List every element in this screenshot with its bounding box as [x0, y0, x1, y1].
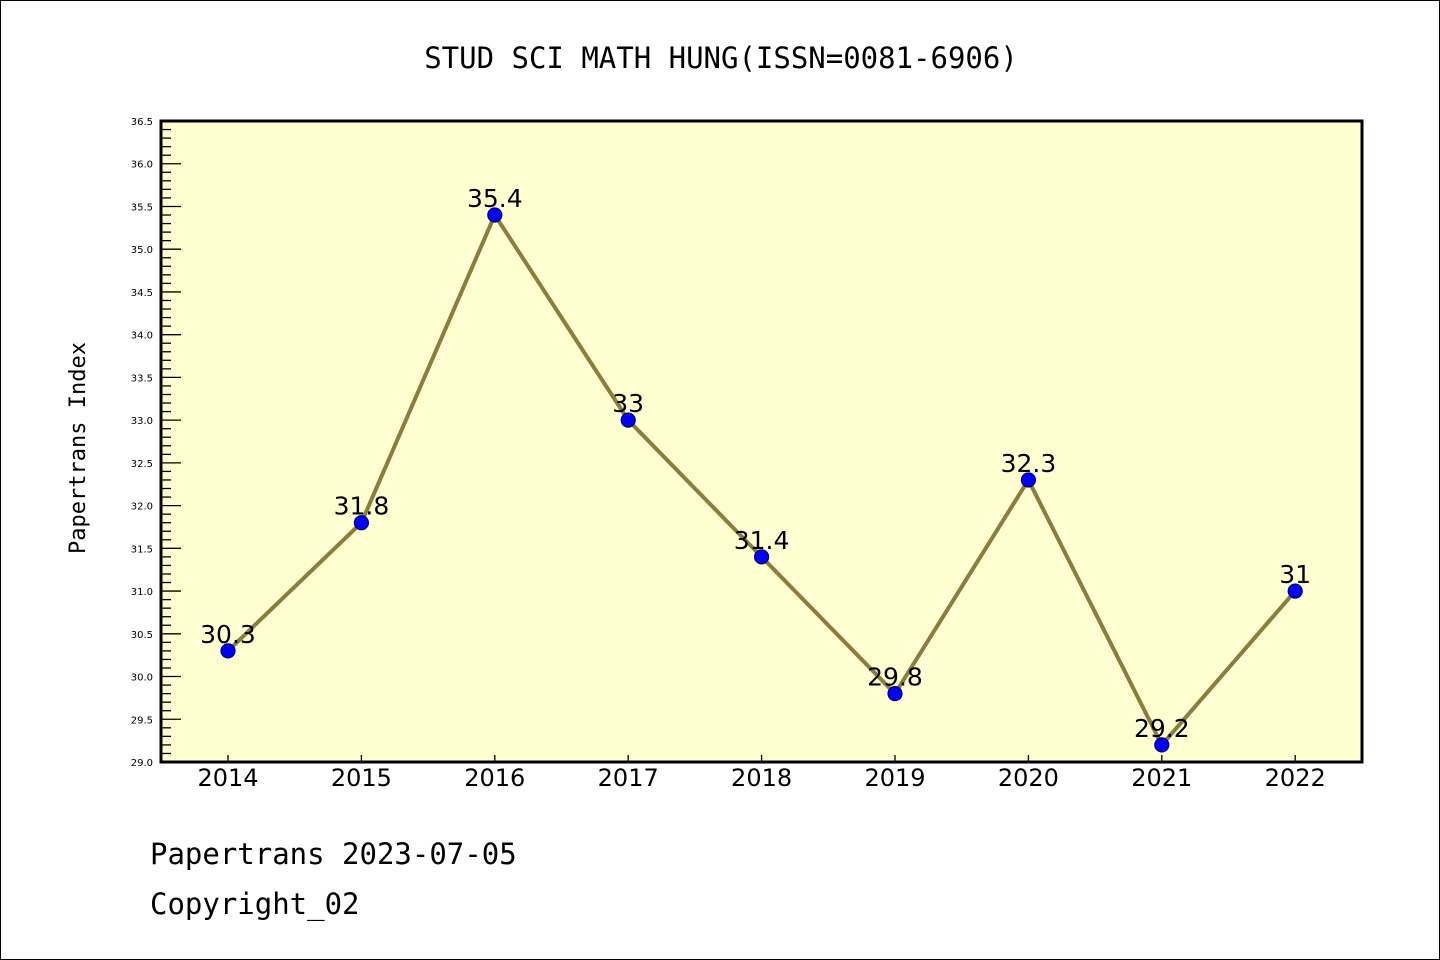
x-tick-label: 2017	[598, 764, 659, 792]
y-tick-label: 31.5	[131, 544, 153, 555]
data-label: 31.4	[734, 526, 790, 555]
y-tick-label: 36.0	[131, 160, 153, 171]
data-label: 31.8	[334, 492, 390, 521]
data-point	[220, 643, 236, 659]
data-point	[1020, 472, 1037, 488]
y-tick-label: 31.0	[131, 587, 153, 598]
data-label: 33	[612, 389, 644, 418]
data-label: 32.3	[1001, 449, 1057, 478]
footer-date: Papertrans 2023-07-05	[150, 837, 517, 871]
y-tick-label: 36.5	[131, 117, 153, 128]
data-point	[620, 412, 636, 428]
data-label: 29.2	[1134, 714, 1190, 743]
data-label: 29.8	[867, 663, 923, 692]
y-tick-label: 34.0	[131, 331, 153, 342]
plot-border	[159, 119, 1364, 764]
x-tick-label: 2014	[197, 764, 258, 792]
footer-copyright: Copyright_02	[150, 887, 360, 921]
y-tick-label: 33.0	[131, 416, 153, 427]
y-axis-label: Papertrans Index	[66, 342, 91, 554]
y-tick-label: 35.5	[131, 202, 153, 213]
data-point	[1287, 583, 1303, 599]
data-point	[1154, 737, 1170, 753]
y-tick-label: 33.5	[131, 373, 153, 384]
y-tick-label: 29.0	[131, 758, 153, 769]
data-point	[487, 207, 503, 223]
x-tick-label: 2020	[998, 764, 1059, 792]
x-tick-label: 2019	[864, 764, 925, 792]
x-tick-label: 2016	[464, 764, 525, 792]
y-tick-label: 32.0	[131, 502, 153, 513]
plot-area	[161, 121, 1362, 762]
x-tick-label: 2021	[1131, 764, 1192, 792]
x-tick-label: 2022	[1265, 764, 1326, 792]
y-tick-label: 34.5	[131, 288, 153, 299]
y-tick-label: 30.5	[131, 630, 153, 641]
x-tick-label: 2015	[331, 764, 392, 792]
chart-title: STUD SCI MATH HUNG(ISSN=0081-6906)	[424, 41, 1018, 75]
y-tick-label: 35.0	[131, 245, 153, 256]
data-point	[753, 549, 770, 565]
x-tick-label: 2018	[731, 764, 792, 792]
y-tick-label: 30.0	[131, 673, 153, 684]
data-label: 35.4	[467, 184, 523, 213]
y-tick-label: 29.5	[131, 715, 153, 726]
data-point	[353, 515, 369, 531]
data-label: 30.3	[200, 620, 256, 649]
data-label: 31	[1279, 560, 1311, 589]
data-point	[887, 686, 903, 702]
y-tick-label: 32.5	[131, 459, 153, 470]
